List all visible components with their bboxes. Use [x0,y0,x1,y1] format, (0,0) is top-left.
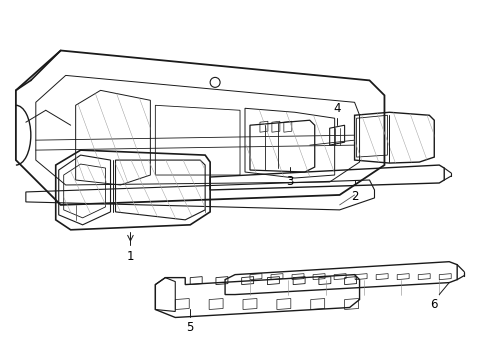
Text: 5: 5 [187,321,194,334]
Text: 4: 4 [333,102,341,115]
Text: 3: 3 [286,175,294,188]
Text: 2: 2 [351,190,358,203]
Text: 6: 6 [431,298,438,311]
Text: 1: 1 [127,250,134,263]
